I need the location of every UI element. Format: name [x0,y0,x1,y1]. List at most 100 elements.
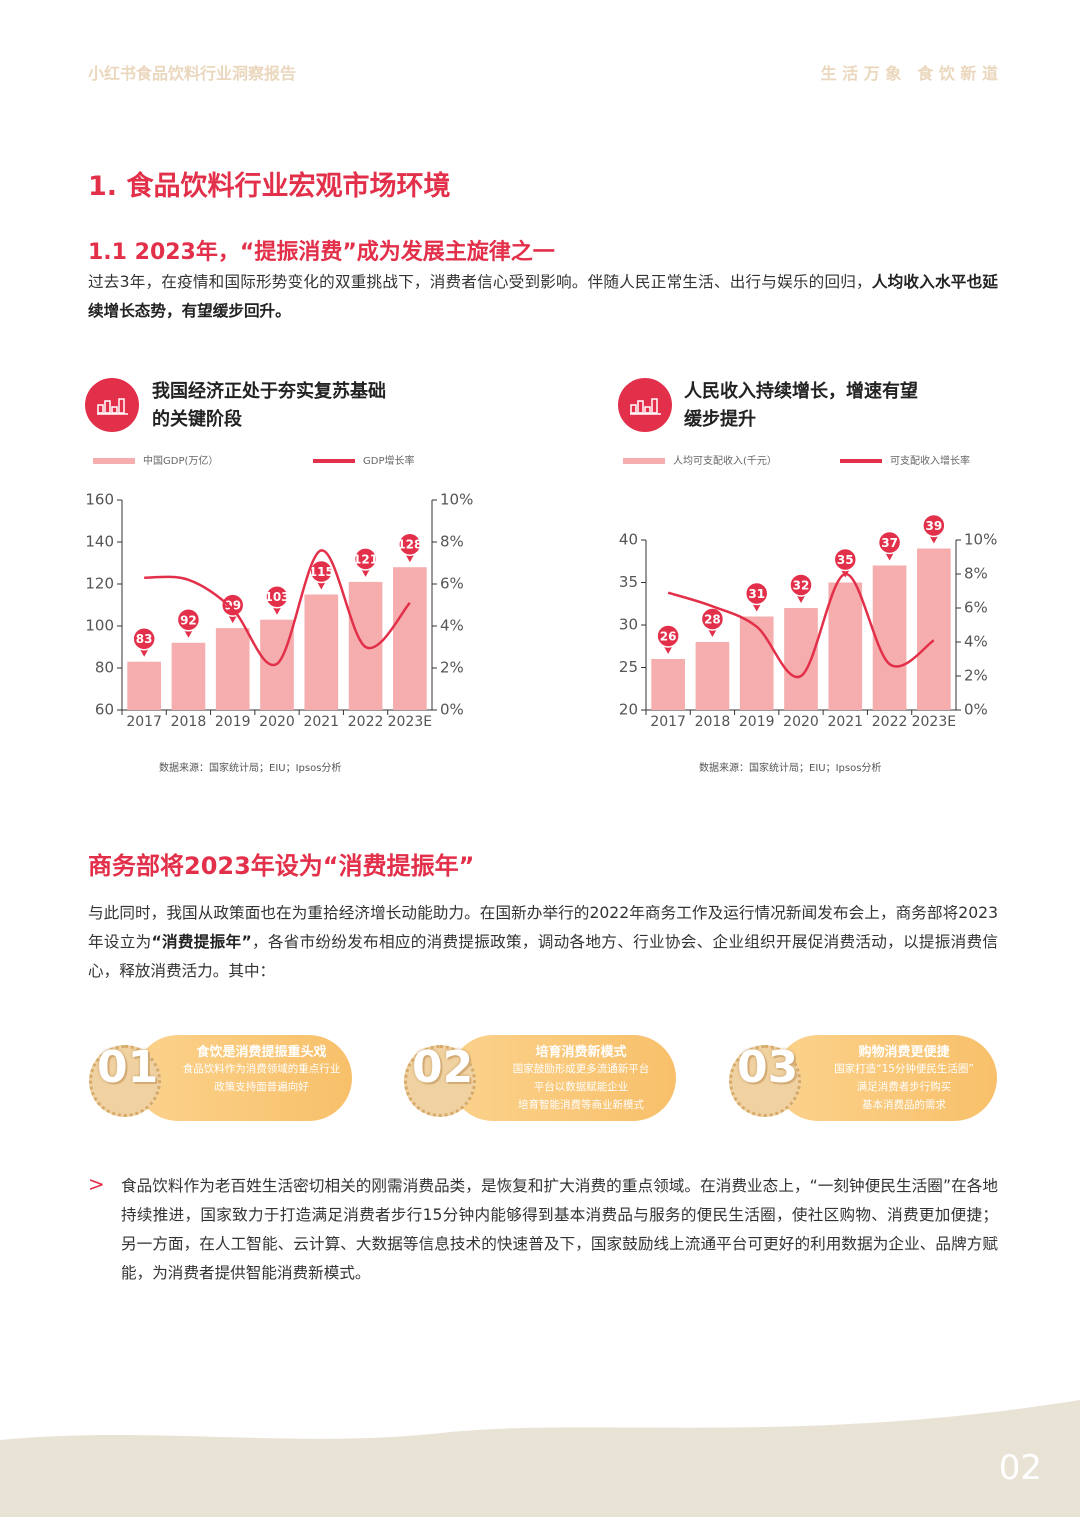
data-label: 128 [397,538,422,552]
card-number: 02 [412,1042,474,1093]
bar [695,642,730,710]
data-label: 92 [180,613,197,627]
bar [304,594,339,710]
data-label-bg [398,532,422,556]
bar [784,608,818,710]
data-label: 99 [224,599,241,613]
y-tick-label: 40 [619,531,638,549]
legend-swatch [93,458,135,464]
data-label-bg [833,547,858,572]
card-body: 购物消费更便捷 国家打造“15分钟便民生活圈” 满足消费者步行购买 基本消费品的需求 [821,1041,997,1114]
policy-title: 商务部将2023年设为“消费提振年” [88,852,475,880]
card-number: 01 [97,1042,159,1093]
data-label-bg [220,593,245,617]
y-tick-label: 120 [85,575,114,593]
legend-label: 人均可支配收入(千元） [673,454,777,467]
card-title: 培育消费新模式 [535,1045,627,1060]
growth-line [144,549,411,667]
y-tick-label: 35 [619,573,638,591]
chart-icon-bar [118,398,125,414]
bullet-mark: > [88,1172,105,1196]
intro-bold: 人均收入水平也延续增长态势，有望缓步回升。 [88,273,998,320]
card-body: 培育消费新模式 国家鼓励形成更多流通新平台 平台以数据赋能企业 培育智能消费等商业新模… [496,1041,676,1114]
card-line: 国家鼓励形成更多流通新平台 [512,1063,650,1075]
bar [828,582,863,710]
y2-tick-label: 10% [964,531,997,549]
x-tick-label: 2019 [215,714,251,730]
y2-tick-label: 2% [440,659,464,677]
card-title: 食饮是消费提振重头戏 [196,1045,327,1060]
legend-swatch [623,458,665,464]
data-label-bg [132,626,156,651]
chart-icon-bar [104,400,111,414]
card-cookie [729,1045,801,1117]
legend-label: 中国GDP(万亿） [143,454,218,467]
data-label-bg [353,547,378,571]
y2-tick-label: 8% [440,533,464,551]
chart-icon-bar [630,404,637,414]
data-label-bg [877,530,902,555]
bar [917,548,951,710]
y2-tick-label: 0% [964,701,988,719]
chart-title: 的关键阶段 [152,408,243,430]
x-tick-label: 2017 [126,714,162,730]
data-label: 28 [704,613,721,627]
legend-label: 可支配收入增长率 [890,454,970,467]
x-tick-label: 2019 [739,714,775,730]
y-tick-label: 60 [95,701,114,719]
chart-icon-bar [644,406,651,414]
y-tick-label: 30 [619,616,638,634]
data-label-bg [656,624,680,648]
card-line: 满足消费者步行购买 [856,1081,952,1093]
chart-title: 我国经济正处于夯实复苏基础 [152,380,386,402]
header-right: 生 活 万 象 食 饮 新 道 [820,64,998,83]
x-tick-label: 2023E [388,714,432,730]
data-label: 31 [748,587,765,601]
y-tick-label: 140 [85,533,114,551]
data-label: 37 [881,536,898,550]
x-tick-label: 2021 [827,714,863,730]
card-cookie [89,1045,161,1117]
chart-icon [618,378,672,432]
bar [651,659,685,710]
bar [739,616,774,710]
y2-tick-label: 8% [964,565,988,583]
y-tick-label: 80 [95,659,114,677]
data-label: 121 [353,552,378,566]
footer-band [0,1400,1080,1517]
chart-icon-bar [111,406,118,414]
page-number: 02 [998,1448,1042,1488]
y-tick-label: 100 [85,617,114,635]
x-tick-label: 2017 [650,714,686,730]
card-line: 政策支持面普遍向好 [214,1081,309,1093]
bar [872,565,907,710]
legend-label: GDP增长率 [363,454,414,467]
x-tick-label: 2020 [783,714,819,730]
data-label: 35 [837,553,854,567]
y-tick-label: 25 [619,658,638,676]
y2-tick-label: 6% [440,575,464,593]
data-label-bg [176,608,201,632]
card-line: 食品饮料作为消费领域的重点行业 [182,1063,341,1075]
x-tick-label: 2018 [171,714,207,730]
data-label-bg [309,559,334,584]
y2-tick-label: 4% [440,617,464,635]
chart-icon-bar [651,398,658,414]
data-label: 83 [136,632,153,646]
section-title: 1. 食品饮料行业宏观市场环境 [88,171,451,202]
data-label-bg [744,581,769,606]
card: 购物消费更便捷 国家打造“15分钟便民生活圈” 满足消费者步行购买 基本消费品的需求 [775,1035,997,1121]
intro-text: 过去3年，在疫情和国际形势变化的双重挑战下，消费者信心受到影响。伴随人民正常生活… [88,273,872,291]
y2-tick-label: 4% [964,633,988,651]
y-tick-label: 20 [619,701,638,719]
data-label: 39 [926,519,943,533]
y2-tick-label: 10% [440,491,473,509]
subsection-title: 1.1 2023年，“提振消费”成为发展主旋律之一 [88,240,555,265]
bullet-text: 食品饮料作为老百姓生活密切相关的刚需消费品类，是恢复和扩大消费的重点领域。在消费… [121,1177,998,1282]
data-label-bg [265,584,289,609]
data-label-bg [922,513,946,538]
y-tick-label: 160 [85,491,114,509]
x-tick-label: 2022 [348,714,384,730]
